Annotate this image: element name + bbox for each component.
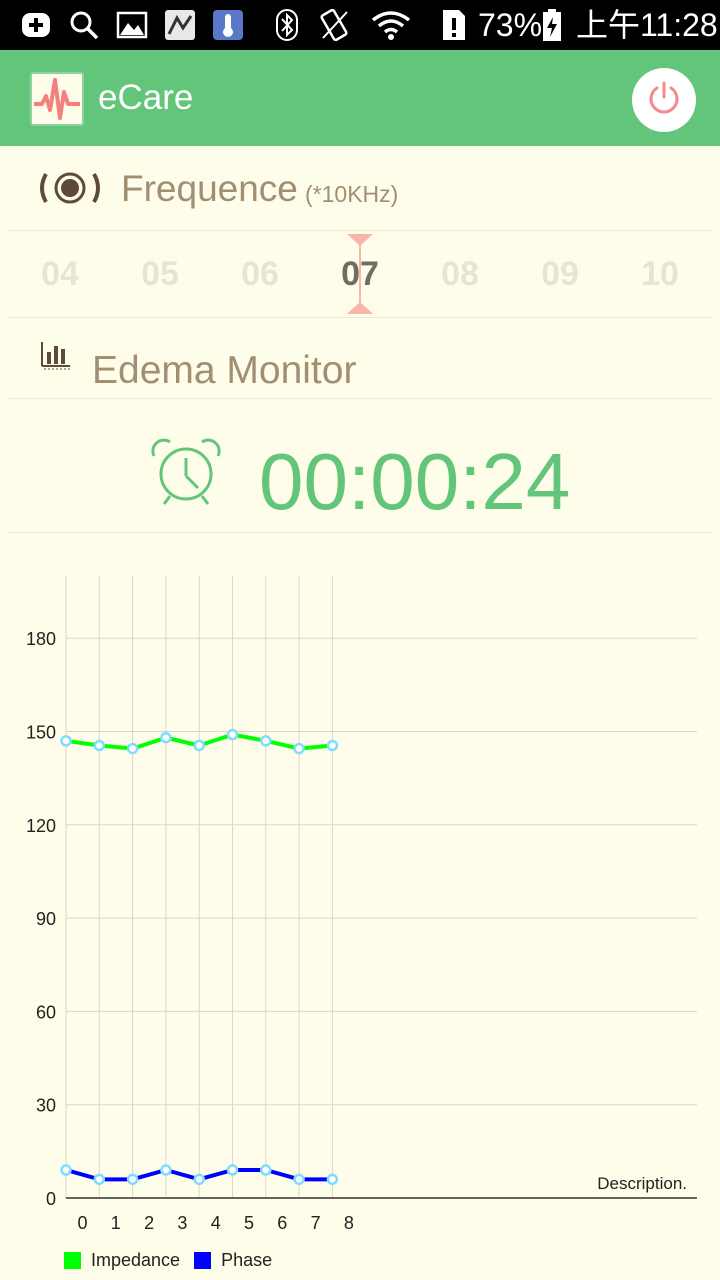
data-point: [293, 742, 305, 755]
y-tick-label: 180: [26, 629, 56, 649]
frequency-option[interactable]: 08: [441, 255, 479, 293]
divider: [8, 230, 712, 231]
y-tick-label: 150: [26, 723, 56, 743]
data-point: [226, 1164, 239, 1176]
battery-charging-icon: [540, 8, 564, 42]
chart-description: Description.: [597, 1174, 687, 1193]
power-icon: [646, 80, 682, 120]
frequency-title: Frequence: [121, 168, 298, 209]
frequency-header: Frequence (*10KHz): [0, 146, 720, 230]
chart-canvas: 0 30 60 90 120 150 180 0 1 2 3 4 5 6 7 8 Description.: [26, 576, 697, 1233]
data-point: [126, 1173, 139, 1186]
frequency-option-selected[interactable]: 07: [341, 255, 379, 293]
bar-chart-icon: [40, 340, 72, 374]
app-icon: [162, 8, 198, 42]
x-tick-label: 3: [177, 1213, 187, 1233]
x-tick-label: 6: [277, 1213, 287, 1233]
legend-swatch: [194, 1251, 212, 1269]
frequency-option[interactable]: 04: [41, 255, 79, 293]
battery-percent: 73%: [478, 7, 543, 43]
radio-signal-icon: [36, 168, 104, 212]
status-bar: 73% 上午11:28: [0, 0, 720, 50]
alarm-clock-icon: [148, 438, 224, 512]
thermometer-icon: [210, 8, 246, 42]
picker-marker-icon: [346, 232, 374, 316]
divider: [8, 398, 712, 399]
legend-label: Phase: [221, 1250, 273, 1270]
edema-chart: 0 30 60 90 120 150 180 0 1 2 3 4 5 6 7 8 Description.: [0, 540, 720, 1280]
legend-item-phase: Phase: [194, 1249, 272, 1271]
divider: [8, 317, 712, 318]
data-point: [160, 1164, 172, 1176]
chart-legend: Impedance Phase: [64, 1248, 286, 1272]
legend-item-impedance: Impedance: [64, 1249, 180, 1271]
wifi-icon: [368, 8, 414, 42]
clock: 上午11:28: [576, 7, 718, 43]
add-icon: [18, 8, 54, 42]
frequency-unit: (*10KHz): [305, 181, 399, 207]
timer: 00:00:24: [0, 400, 720, 532]
legend-label: Impedance: [91, 1250, 181, 1270]
x-tick-label: 2: [144, 1213, 154, 1233]
frequency-picker[interactable]: 04 05 06 07 08 09 10: [0, 232, 720, 316]
legend-swatch: [64, 1251, 81, 1269]
x-tick-label: 4: [211, 1213, 221, 1233]
data-point: [293, 1173, 305, 1186]
y-tick-label: 0: [46, 1189, 56, 1209]
frequency-option[interactable]: 10: [641, 255, 679, 293]
app-title: eCare: [98, 78, 194, 117]
rotate-icon: [316, 8, 352, 42]
data-point: [326, 739, 339, 752]
data-point: [60, 1164, 72, 1176]
timer-value: 00:00:24: [259, 437, 571, 526]
frequency-option[interactable]: 09: [541, 255, 579, 293]
edema-title: Edema Monitor: [92, 349, 357, 392]
y-tick-label: 30: [36, 1096, 56, 1116]
image-icon: [114, 8, 150, 42]
x-tick-label: 5: [244, 1213, 254, 1233]
x-tick-label: 0: [77, 1213, 87, 1233]
heartbeat-logo-icon: [30, 72, 84, 126]
edema-header: Edema Monitor: [0, 318, 720, 398]
frequency-option[interactable]: 06: [241, 255, 279, 293]
app-bar: eCare: [0, 50, 720, 146]
data-point: [160, 731, 172, 744]
data-point: [93, 1173, 106, 1186]
frequency-option[interactable]: 05: [141, 255, 179, 293]
x-tick-label: 8: [344, 1213, 354, 1233]
y-tick-label: 60: [36, 1002, 56, 1022]
y-tick-label: 120: [26, 816, 56, 836]
x-tick-label: 7: [311, 1213, 321, 1233]
data-point: [260, 1164, 272, 1176]
divider: [8, 532, 712, 533]
search-icon: [66, 8, 102, 42]
x-tick-label: 1: [111, 1213, 121, 1233]
power-button[interactable]: [632, 68, 696, 132]
data-point: [126, 742, 139, 755]
data-point: [60, 735, 72, 747]
data-point: [193, 739, 205, 752]
data-point: [326, 1173, 339, 1186]
sim-alert-icon: [438, 8, 470, 42]
data-point: [226, 728, 239, 741]
y-tick-label: 90: [36, 909, 56, 929]
bluetooth-icon: [272, 8, 302, 42]
data-point: [93, 739, 106, 752]
data-point: [260, 735, 272, 747]
data-point: [193, 1173, 205, 1186]
